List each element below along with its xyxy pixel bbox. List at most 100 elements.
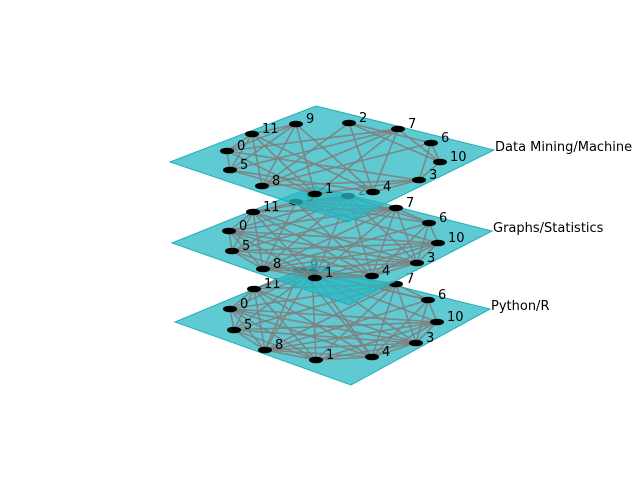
node-label-3: 3	[429, 168, 437, 183]
node-label-3: 3	[426, 331, 434, 346]
edge-8-9	[261, 123, 297, 187]
node-1	[308, 274, 322, 282]
node-label-4: 4	[382, 264, 390, 279]
edge-4-5	[229, 169, 374, 193]
edge-0-1	[228, 230, 316, 279]
edge-8-11	[251, 133, 263, 187]
edge-6-7	[395, 283, 429, 301]
node-label-8: 8	[272, 174, 280, 189]
edge-0-1	[226, 150, 316, 195]
edge-5-9	[229, 123, 297, 171]
node-1	[308, 190, 322, 198]
node-5	[225, 247, 239, 255]
edge-5-10	[233, 321, 438, 331]
node-label-10: 10	[448, 231, 465, 246]
node-7	[391, 125, 405, 133]
edge-3-5	[231, 250, 418, 264]
layer-label: Data Mining/Machine	[495, 140, 632, 155]
node-label-6: 6	[438, 288, 446, 303]
edge-8-10	[264, 321, 438, 351]
node-label-7: 7	[408, 117, 416, 132]
edge-3-11	[253, 288, 417, 344]
edge-5-8	[231, 250, 264, 270]
edge-9-11	[252, 201, 297, 213]
node-8	[256, 265, 270, 273]
node-6	[422, 219, 436, 227]
edge-1-4	[314, 275, 373, 279]
edge-3-10	[416, 242, 439, 264]
node-label-7: 7	[406, 272, 414, 287]
edge-4-11	[251, 133, 374, 193]
edge-group	[226, 122, 441, 195]
node-11	[247, 285, 261, 293]
node-9	[289, 120, 303, 128]
edge-3-10	[415, 321, 438, 344]
edge-3-4	[371, 342, 417, 358]
node-label-5: 5	[244, 318, 252, 333]
edge-4-9	[295, 123, 374, 193]
edge-0-3	[226, 150, 420, 181]
node-3	[410, 259, 424, 267]
edge-0-11	[229, 288, 255, 310]
edge-0-1	[229, 308, 317, 361]
edge-3-8	[264, 342, 417, 351]
edge-9-11	[251, 123, 297, 135]
edge-3-7	[395, 207, 418, 264]
edge-3-10	[418, 161, 441, 181]
edge-0-4	[229, 308, 373, 358]
node-10	[433, 158, 447, 166]
node-6	[424, 139, 438, 147]
edge-3-6	[415, 299, 429, 344]
node-2	[342, 119, 356, 127]
node-8	[255, 182, 269, 190]
edge-4-11	[253, 288, 373, 358]
node-label-8: 8	[273, 257, 281, 272]
edge-0-5	[229, 308, 235, 331]
edge-5-10	[231, 242, 439, 252]
edge-4-6	[371, 222, 430, 277]
node-label-11: 11	[264, 277, 281, 292]
edge-4-8	[262, 268, 373, 277]
edge-6-8	[261, 142, 432, 187]
node-10	[430, 318, 444, 326]
node-11	[246, 208, 260, 216]
node-label-1: 1	[325, 182, 333, 197]
node-label-7: 7	[406, 196, 414, 211]
edge-6-10	[428, 222, 439, 244]
node-label-5: 5	[242, 239, 250, 254]
edge-7-10	[397, 128, 441, 163]
node-label-10: 10	[447, 310, 464, 325]
edge-8-9	[262, 201, 297, 270]
edge-3-8	[262, 262, 418, 270]
edge-1-8	[264, 349, 317, 361]
node-1	[309, 356, 323, 364]
edge-3-6	[418, 142, 432, 181]
edge-2-8	[261, 122, 350, 187]
edge-4-10	[371, 242, 439, 277]
node-4	[366, 188, 380, 196]
edge-1-3	[315, 342, 417, 361]
node-label-2: 2	[359, 111, 367, 126]
edge-4-11	[252, 211, 373, 277]
edge-2-4	[348, 122, 374, 193]
edge-7-8	[261, 128, 399, 187]
edge-2-10	[348, 122, 441, 163]
layer-label: Python/R	[491, 299, 549, 314]
node-label-11: 11	[263, 200, 280, 215]
node-0	[220, 147, 234, 155]
edge-4-9	[295, 201, 373, 277]
node-label-0: 0	[237, 139, 245, 154]
node-label-1: 1	[326, 348, 334, 363]
layer-label: Graphs/Statistics	[493, 221, 604, 236]
edge-4-7	[372, 128, 399, 193]
edge-0-9	[226, 123, 297, 152]
node-label-3: 3	[427, 251, 435, 266]
node-0	[222, 227, 236, 235]
edge-6-7	[395, 207, 430, 224]
edge-3-11	[252, 211, 418, 264]
node-label-4: 4	[383, 180, 391, 195]
edge-0-11	[226, 133, 253, 152]
